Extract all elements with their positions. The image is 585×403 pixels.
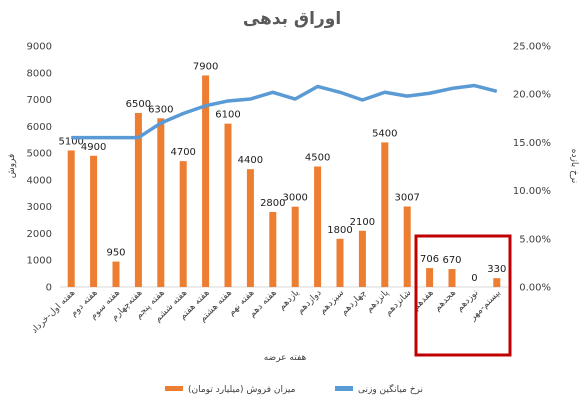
x-axis-title: هفته عرضه (264, 353, 307, 363)
bar (426, 268, 434, 287)
bar-data-label: 5100 (58, 136, 83, 147)
bar (112, 261, 120, 287)
bar-data-label: 6100 (215, 110, 240, 121)
bar-data-label: 0 (471, 273, 477, 284)
bar-series (67, 75, 501, 288)
bar (381, 142, 389, 287)
bar (448, 269, 456, 287)
bar-data-label: 330 (487, 264, 506, 275)
y2-tick-label: 15.00% (513, 138, 551, 149)
bar-data-label: 4400 (238, 155, 263, 166)
bar (202, 75, 210, 287)
rate-line (71, 83, 498, 140)
bar-data-label: 3007 (394, 192, 419, 203)
legend-bar-label: میزان فروش (میلیارد تومان) (188, 385, 296, 395)
y-tick-label: 5000 (27, 149, 52, 160)
y-tick-label: 8000 (27, 68, 52, 79)
highlight-box (414, 234, 512, 357)
bar-data-label: 950 (106, 248, 125, 259)
bar (358, 230, 366, 287)
chart-title: اوراق بدهی (243, 9, 341, 29)
bar (493, 278, 501, 287)
bar (134, 112, 142, 287)
bar-data-label: 670 (442, 255, 461, 266)
y2-tick-label: 20.00% (513, 90, 551, 101)
x-category-label: چهاردهم (339, 288, 368, 317)
bar (67, 150, 75, 287)
bar-data-label: 6500 (126, 99, 151, 110)
bar-data-label: 2100 (350, 217, 375, 228)
bar (224, 123, 232, 288)
bar-data-label: 6300 (148, 104, 173, 115)
bar-data-label: 706 (420, 254, 439, 265)
bar (179, 161, 187, 287)
y-tick-label: 1000 (27, 256, 52, 267)
bar (336, 238, 344, 287)
y-tick-label: 6000 (27, 122, 52, 133)
bar-data-label: 5400 (372, 128, 397, 139)
y-tick-label: 2000 (27, 229, 52, 240)
y-tick-label: 9000 (27, 42, 52, 53)
bar (314, 166, 322, 287)
y-tick-label: 7000 (27, 95, 52, 106)
y-tick-label: 0 (46, 283, 52, 294)
bar-data-label: 7900 (193, 61, 218, 72)
legend-line-label: نرخ میانگین وزنی (358, 383, 423, 395)
y-tick-label: 4000 (27, 175, 52, 186)
y2-tick-label: 10.00% (513, 186, 551, 197)
y2-tick-label: 0.00% (519, 283, 551, 294)
y-axis-right-title: نرخ بازده (569, 149, 579, 183)
bar-data-labels: 5100490095065006300470079006100440028003… (58, 61, 506, 284)
y2-tick-label: 5.00% (519, 234, 551, 245)
legend: میزان فروش (میلیارد تومان) نرخ میانگین و… (165, 383, 423, 395)
y-tick-label: 3000 (27, 202, 52, 213)
y2-tick-label: 25.00% (513, 42, 551, 53)
bar (269, 212, 277, 287)
bar-data-label: 3000 (282, 193, 307, 204)
y-axis-left-title: فروش (7, 154, 17, 179)
bar (403, 206, 411, 287)
y-axis-left: 0 1000 2000 3000 4000 5000 6000 7000 8000 9000 (27, 42, 52, 294)
legend-line-swatch (335, 386, 353, 391)
bar-data-label: 4700 (170, 147, 195, 158)
bar (157, 118, 165, 287)
y-axis-right: 0.00% 5.00% 10.00% 15.00% 20.00% 25.00% (513, 42, 551, 294)
bar-data-label: 2800 (260, 198, 285, 209)
x-category-label: هجدهم (433, 288, 459, 314)
bar (90, 155, 98, 287)
bar-data-label: 4900 (81, 142, 106, 153)
bar-data-label: 4500 (305, 153, 330, 164)
legend-bar-swatch (165, 386, 183, 391)
bar-data-label: 1800 (327, 225, 352, 236)
bar (246, 169, 254, 287)
bar (291, 206, 299, 287)
